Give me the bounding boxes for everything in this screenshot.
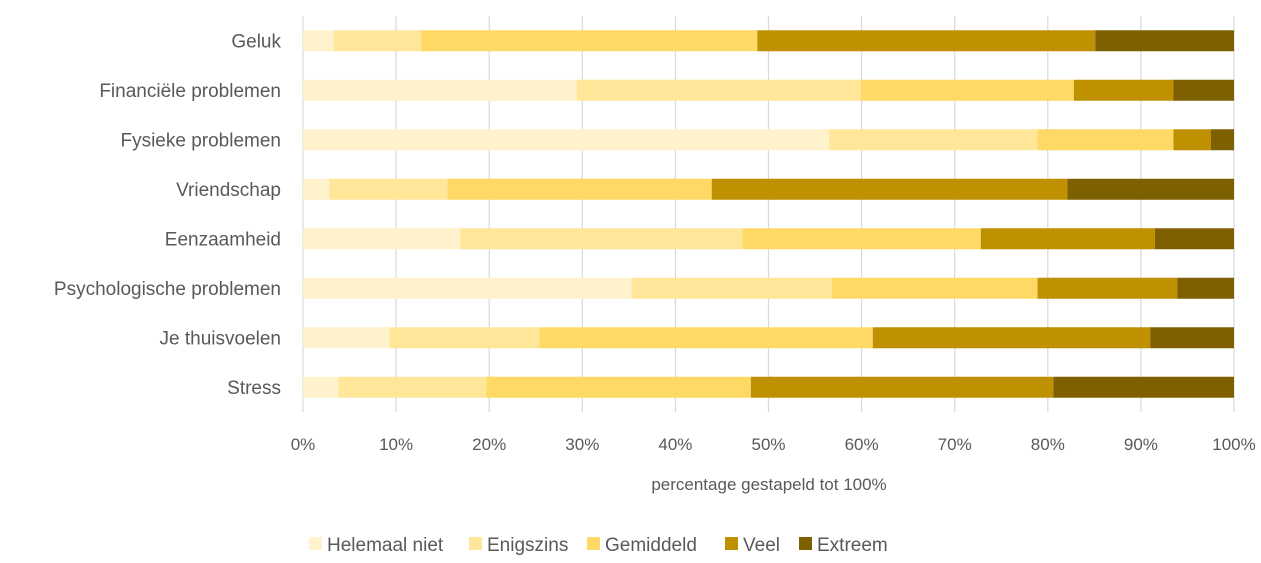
bar-segment: [829, 129, 1038, 151]
bar-segment: [980, 228, 1155, 250]
x-tick-label: 100%: [1212, 435, 1255, 454]
bar-segment: [460, 228, 743, 250]
bar-segment: [750, 376, 1054, 398]
legend-label: Gemiddeld: [605, 535, 697, 556]
legend-label: Enigszins: [487, 535, 568, 556]
bar-segment: [742, 228, 981, 250]
bar-segment: [872, 327, 1151, 349]
bar-segment: [303, 178, 330, 200]
bar-segment: [1067, 178, 1234, 200]
category-label: Geluk: [231, 31, 281, 52]
x-tick-label: 70%: [938, 435, 972, 454]
category-label: Je thuisvoelen: [160, 328, 281, 349]
bar-segment: [1150, 327, 1234, 349]
category-label: Financiële problemen: [99, 81, 281, 102]
legend-label: Veel: [743, 535, 780, 556]
bar-segment: [389, 327, 540, 349]
bars: [303, 30, 1234, 398]
bar-segment: [711, 178, 1068, 200]
bar-segment: [631, 277, 832, 299]
bar-segment: [303, 30, 334, 52]
bar-segment: [303, 327, 390, 349]
category-label: Fysieke problemen: [120, 130, 281, 151]
gridlines: [302, 16, 1235, 412]
bar-segment: [576, 79, 861, 101]
bar-segment: [1173, 129, 1211, 151]
legend: Helemaal niet Enigszins Gemiddeld Veel Extre…: [309, 535, 888, 556]
bar-segment: [1154, 228, 1234, 250]
x-axis-title: percentage gestapeld tot 100%: [651, 475, 886, 494]
x-tick-label: 90%: [1124, 435, 1158, 454]
x-tick-label: 60%: [845, 435, 879, 454]
legend-swatch: [799, 537, 812, 550]
bar-segment: [831, 277, 1038, 299]
bar-segment: [539, 327, 873, 349]
x-tick-label: 50%: [751, 435, 785, 454]
legend-swatch: [309, 537, 322, 550]
bar-segment: [1095, 30, 1234, 52]
bar-segment: [1177, 277, 1234, 299]
x-tick-label: 30%: [565, 435, 599, 454]
bar-segment: [1037, 277, 1178, 299]
bar-segment: [860, 79, 1074, 101]
bar-segment: [447, 178, 712, 200]
category-label: Vriendschap: [176, 180, 281, 201]
legend-swatch: [587, 537, 600, 550]
bar-segment: [757, 30, 1096, 52]
bar-segment: [333, 30, 422, 52]
bar-segment: [303, 228, 461, 250]
bar-segment: [303, 277, 632, 299]
bar-segment: [329, 178, 448, 200]
x-axis-ticks: 0% 10% 20% 30% 40% 50% 60% 70% 80% 90% 100%: [291, 435, 1256, 454]
x-tick-label: 80%: [1031, 435, 1065, 454]
bar-segment: [303, 376, 339, 398]
bar-segment: [421, 30, 758, 52]
category-labels: Geluk Financiële problemen Fysieke problem…: [54, 31, 282, 399]
category-label: Stress: [227, 378, 281, 399]
x-tick-label: 0%: [291, 435, 316, 454]
bar-segment: [1053, 376, 1234, 398]
x-tick-label: 10%: [379, 435, 413, 454]
bar-segment: [338, 376, 487, 398]
legend-swatch: [469, 537, 482, 550]
category-label: Psychologische problemen: [54, 279, 281, 300]
legend-label: Helemaal niet: [327, 535, 444, 556]
bar-segment: [303, 79, 577, 101]
bar-segment: [1037, 129, 1174, 151]
x-tick-label: 20%: [472, 435, 506, 454]
legend-label: Extreem: [817, 535, 888, 556]
bar-segment: [1073, 79, 1174, 101]
x-tick-label: 40%: [658, 435, 692, 454]
bar-segment: [1173, 79, 1234, 101]
bar-segment: [486, 376, 751, 398]
bar-segment: [1210, 129, 1234, 151]
category-label: Eenzaamheid: [165, 229, 281, 250]
bar-segment: [303, 129, 830, 151]
legend-swatch: [725, 537, 738, 550]
